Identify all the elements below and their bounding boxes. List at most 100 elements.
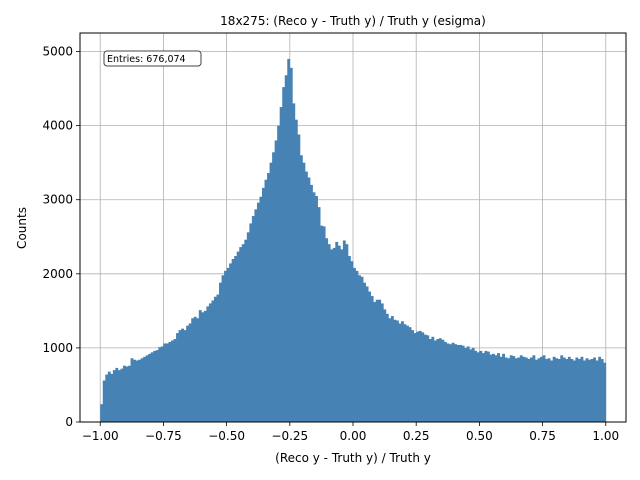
histogram-bar — [497, 353, 500, 422]
histogram-bar — [360, 276, 364, 422]
histogram-bar — [335, 241, 339, 422]
histogram-bar — [325, 238, 329, 422]
histogram-bar — [363, 282, 366, 422]
histogram-bar — [340, 249, 344, 422]
histogram-bar — [600, 359, 604, 422]
histogram-bar — [575, 357, 579, 422]
histogram-bar — [279, 107, 283, 422]
histogram-bar — [294, 119, 298, 422]
histogram-bar — [353, 267, 356, 422]
histogram-bar — [226, 267, 230, 422]
histogram-bar — [173, 339, 177, 422]
histogram-bar — [125, 366, 129, 422]
histogram-bar — [254, 209, 258, 422]
histogram-bar — [583, 360, 586, 422]
histogram-bar — [221, 275, 225, 422]
histogram-bar — [451, 342, 455, 422]
histogram-bar — [168, 341, 172, 422]
histogram-bar — [476, 352, 480, 422]
histogram-bar — [112, 370, 116, 422]
histogram-bar — [188, 323, 192, 422]
histogram-bar — [532, 355, 536, 422]
histogram-bar — [102, 380, 106, 422]
y-tick-label: 0 — [65, 415, 73, 429]
histogram-bar — [542, 355, 546, 422]
histogram-bar — [345, 244, 349, 422]
x-tick-label: 0.25 — [403, 429, 430, 443]
y-axis-label: Counts — [15, 207, 29, 249]
histogram-bar — [365, 286, 369, 422]
histogram-bar — [572, 360, 576, 422]
histogram-bar — [105, 374, 109, 422]
histogram-bar — [274, 140, 278, 422]
histogram-bar — [378, 299, 382, 422]
histogram-bar — [171, 340, 174, 422]
histogram-bar — [560, 355, 564, 422]
histogram-bar — [398, 323, 402, 422]
histogram-bar — [585, 358, 589, 422]
chart-title: 18x275: (Reco y - Truth y) / Truth y (es… — [220, 14, 486, 28]
histogram-bar — [198, 310, 202, 422]
histogram-bar — [426, 335, 430, 422]
histogram-bar — [284, 75, 288, 422]
histogram-bar — [246, 232, 250, 422]
histogram-bar — [239, 247, 243, 422]
histogram-bar — [555, 358, 559, 422]
histogram-bar — [519, 355, 523, 422]
histogram-bar — [431, 336, 435, 422]
histogram-bar — [552, 356, 556, 422]
histogram-bar — [219, 282, 222, 422]
histogram-bar — [310, 184, 313, 422]
histogram-bar — [545, 359, 548, 422]
histogram-bar — [183, 330, 187, 422]
histogram-bar — [158, 347, 162, 422]
histogram-bar — [347, 256, 351, 422]
histogram-bar — [302, 162, 306, 422]
histogram-bar — [350, 261, 354, 422]
histogram-bar — [423, 334, 427, 422]
x-axis-label: (Reco y - Truth y) / Truth y — [275, 451, 431, 465]
histogram-bar — [593, 357, 597, 422]
histogram-bar — [454, 344, 457, 422]
histogram-bar — [122, 365, 126, 422]
histogram-bar — [176, 333, 179, 422]
histogram-bar — [411, 330, 415, 422]
histogram-bar — [446, 343, 450, 422]
histogram-bar — [428, 339, 432, 422]
histogram-bar — [165, 343, 169, 422]
histogram-bar — [385, 313, 389, 422]
histogram-bar — [535, 359, 538, 422]
histogram-bar — [120, 368, 124, 422]
histogram-bar — [297, 134, 301, 422]
histogram-bar — [277, 125, 281, 422]
histogram-bar — [390, 316, 394, 422]
histogram-bar — [383, 309, 387, 422]
histogram-bar — [110, 373, 114, 422]
histogram-bar — [577, 359, 581, 422]
histogram-bar — [229, 263, 233, 422]
histogram-bar — [241, 244, 245, 422]
histogram-bar — [100, 404, 104, 422]
histogram-bar — [289, 67, 293, 422]
x-tick-label: −0.50 — [208, 429, 245, 443]
histogram-bar — [358, 275, 361, 422]
histogram-bar — [208, 303, 212, 422]
x-tick-label: 1.00 — [592, 429, 619, 443]
histogram-bar — [474, 350, 478, 422]
histogram-bar — [494, 355, 498, 422]
histogram-bar — [206, 306, 210, 422]
histogram-bar — [186, 325, 190, 422]
histogram-bar — [524, 357, 528, 422]
histogram-bar — [322, 226, 326, 422]
histogram-bar — [231, 258, 235, 422]
y-tick-label: 1000 — [42, 341, 73, 355]
x-axis-ticks: −1.00 −0.75 −0.50 −0.25 0.00 0.25 0.50 0.75 1.00 — [82, 422, 619, 443]
histogram-bar — [307, 177, 311, 422]
x-tick-label: −0.25 — [271, 429, 308, 443]
histogram-bar — [327, 244, 331, 422]
histogram-bar — [469, 349, 473, 422]
histogram-bar — [527, 359, 531, 422]
histogram-bar — [251, 216, 255, 422]
histogram-bar — [471, 347, 475, 422]
histogram-bar — [330, 249, 334, 422]
